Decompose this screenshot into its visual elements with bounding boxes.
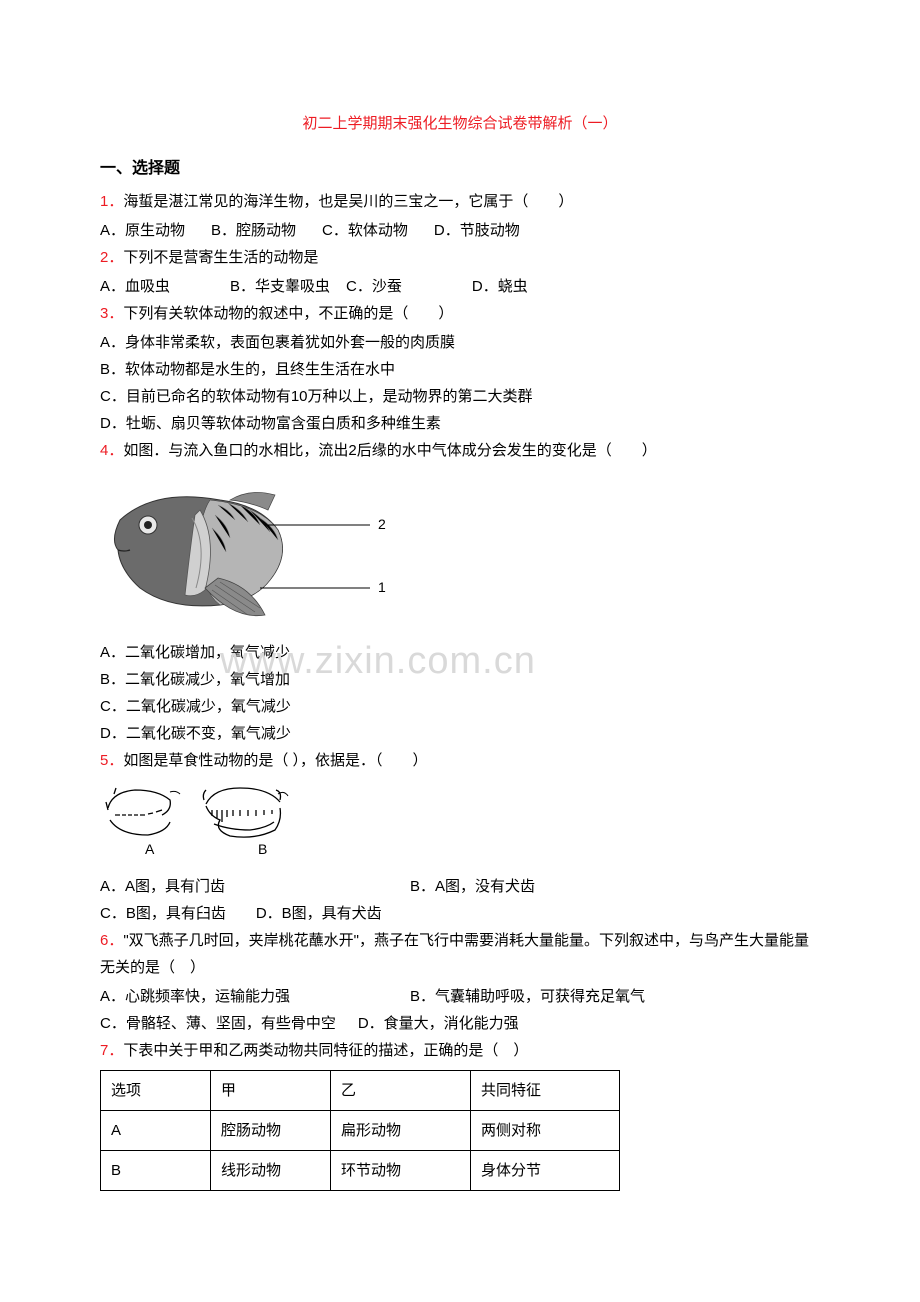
th-feature: 共同特征 xyxy=(471,1070,620,1110)
q1-opt-c: C．软体动物 xyxy=(322,217,408,244)
cell-b3: 环节动物 xyxy=(331,1150,471,1190)
jaw-figure: A B xyxy=(100,780,820,867)
q4-opt-a: A．二氧化碳增加，氧气减少 xyxy=(100,639,820,666)
q5-opt-c: C．B图，具有臼齿 xyxy=(100,900,226,927)
question-4: 4．如图．与流入鱼口的水相比，流出2后缘的水中气体成分会发生的变化是（ ） xyxy=(100,437,820,464)
q4-text: 如图．与流入鱼口的水相比，流出2后缘的水中气体成分会发生的变化是（ ） xyxy=(123,442,656,459)
q4-opt-d: D．二氧化碳不变，氧气减少 xyxy=(100,720,820,747)
q4-opt-b: B．二氧化碳减少，氧气增加 xyxy=(100,666,820,693)
q1-num: 1． xyxy=(100,193,123,210)
q2-opt-b: B．华支睾吸虫 xyxy=(230,273,330,300)
jaw-label-a: A xyxy=(145,841,155,857)
th-yi: 乙 xyxy=(331,1070,471,1110)
feature-table: 选项 甲 乙 共同特征 A 腔肠动物 扁形动物 两侧对称 B 线形动物 环节动物… xyxy=(100,1070,620,1191)
q6-opt-d: D．食量大，消化能力强 xyxy=(358,1010,519,1037)
q3-opt-b: B．软体动物都是水生的，且终生生活在水中 xyxy=(100,356,820,383)
q6-opt-b: B．气囊辅助呼吸，可获得充足氧气 xyxy=(410,983,645,1010)
q1-options: A．原生动物 B．腔肠动物 C．软体动物 D．节肢动物 xyxy=(100,217,820,244)
q3-text: 下列有关软体动物的叙述中，不正确的是（ ） xyxy=(123,305,453,322)
q5-opt-a: A．A图，具有门齿 xyxy=(100,873,410,900)
q6-options-row1: A．心跳频率快，运输能力强 B．气囊辅助呼吸，可获得充足氧气 xyxy=(100,983,820,1010)
q1-opt-b: B．腔肠动物 xyxy=(211,217,296,244)
cell-b1: B xyxy=(101,1150,211,1190)
jaw-label-b: B xyxy=(258,841,267,857)
th-option: 选项 xyxy=(101,1070,211,1110)
q7-text: 下表中关于甲和乙两类动物共同特征的描述，正确的是（ ） xyxy=(123,1042,528,1059)
question-2: 2．下列不是营寄生生活的动物是 xyxy=(100,244,820,271)
q3-opt-a: A．身体非常柔软，表面包裹着犹如外套一般的肉质膜 xyxy=(100,329,820,356)
q6-opt-a: A．心跳频率快，运输能力强 xyxy=(100,983,410,1010)
table-row: A 腔肠动物 扁形动物 两侧对称 xyxy=(101,1110,620,1150)
q1-opt-d: D．节肢动物 xyxy=(434,217,520,244)
q6-options-row2: C．骨骼轻、薄、坚固，有些骨中空 D．食量大，消化能力强 xyxy=(100,1010,820,1037)
q5-opt-d: D．B图，具有犬齿 xyxy=(256,900,382,927)
fish-label-2: 2 xyxy=(378,516,386,532)
section-header: 一、选择题 xyxy=(100,155,820,184)
q1-text: 海蜇是湛江常见的海洋生物，也是吴川的三宝之一，它属于（ ） xyxy=(123,193,573,210)
q4-opt-c: C．二氧化碳减少，氧气减少 xyxy=(100,693,820,720)
cell-b2: 线形动物 xyxy=(211,1150,331,1190)
q7-num: 7． xyxy=(100,1042,123,1059)
q2-opt-d: D．蛲虫 xyxy=(472,273,528,300)
q6-text: "双飞燕子几时回，夹岸桃花蘸水开"，燕子在飞行中需要消耗大量能量。下列叙述中，与… xyxy=(100,932,809,976)
q2-opt-c: C．沙蚕 xyxy=(346,273,402,300)
q2-opt-a: A．血吸虫 xyxy=(100,273,170,300)
question-5: 5．如图是草食性动物的是（ ），依据是．（ ） xyxy=(100,747,820,774)
cell-a2: 腔肠动物 xyxy=(211,1110,331,1150)
q1-opt-a: A．原生动物 xyxy=(100,217,185,244)
q6-opt-c: C．骨骼轻、薄、坚固，有些骨中空 xyxy=(100,1010,336,1037)
q3-opt-c: C．目前已命名的软体动物有10万种以上，是动物界的第二大类群 xyxy=(100,383,820,410)
table-row: B 线形动物 环节动物 身体分节 xyxy=(101,1150,620,1190)
q5-num: 5． xyxy=(100,752,123,769)
fish-label-1: 1 xyxy=(378,579,386,595)
q3-num: 3． xyxy=(100,305,123,322)
question-3: 3．下列有关软体动物的叙述中，不正确的是（ ） xyxy=(100,300,820,327)
q2-text: 下列不是营寄生生活的动物是 xyxy=(123,249,318,266)
fish-figure: 2 1 xyxy=(100,470,820,629)
question-6: 6．"双飞燕子几时回，夹岸桃花蘸水开"，燕子在飞行中需要消耗大量能量。下列叙述中… xyxy=(100,927,820,981)
cell-a1: A xyxy=(101,1110,211,1150)
q3-opt-d: D．牡蛎、扇贝等软体动物富含蛋白质和多种维生素 xyxy=(100,410,820,437)
cell-a3: 扁形动物 xyxy=(331,1110,471,1150)
q4-num: 4． xyxy=(100,442,123,459)
q6-num: 6． xyxy=(100,932,123,949)
th-jia: 甲 xyxy=(211,1070,331,1110)
cell-a4: 两侧对称 xyxy=(471,1110,620,1150)
q5-options-row2: C．B图，具有臼齿 D．B图，具有犬齿 xyxy=(100,900,820,927)
page-title: 初二上学期期末强化生物综合试卷带解析（一） xyxy=(100,110,820,137)
q5-text: 如图是草食性动物的是（ ），依据是．（ ） xyxy=(123,752,427,769)
question-1: 1．海蜇是湛江常见的海洋生物，也是吴川的三宝之一，它属于（ ） xyxy=(100,188,820,215)
q2-num: 2． xyxy=(100,249,123,266)
question-7: 7．下表中关于甲和乙两类动物共同特征的描述，正确的是（ ） xyxy=(100,1037,820,1064)
table-row: 选项 甲 乙 共同特征 xyxy=(101,1070,620,1110)
q5-options-row1: A．A图，具有门齿 B．A图，没有犬齿 xyxy=(100,873,820,900)
cell-b4: 身体分节 xyxy=(471,1150,620,1190)
q2-options: A．血吸虫 B．华支睾吸虫 C．沙蚕 D．蛲虫 xyxy=(100,273,820,300)
q5-opt-b: B．A图，没有犬齿 xyxy=(410,873,535,900)
